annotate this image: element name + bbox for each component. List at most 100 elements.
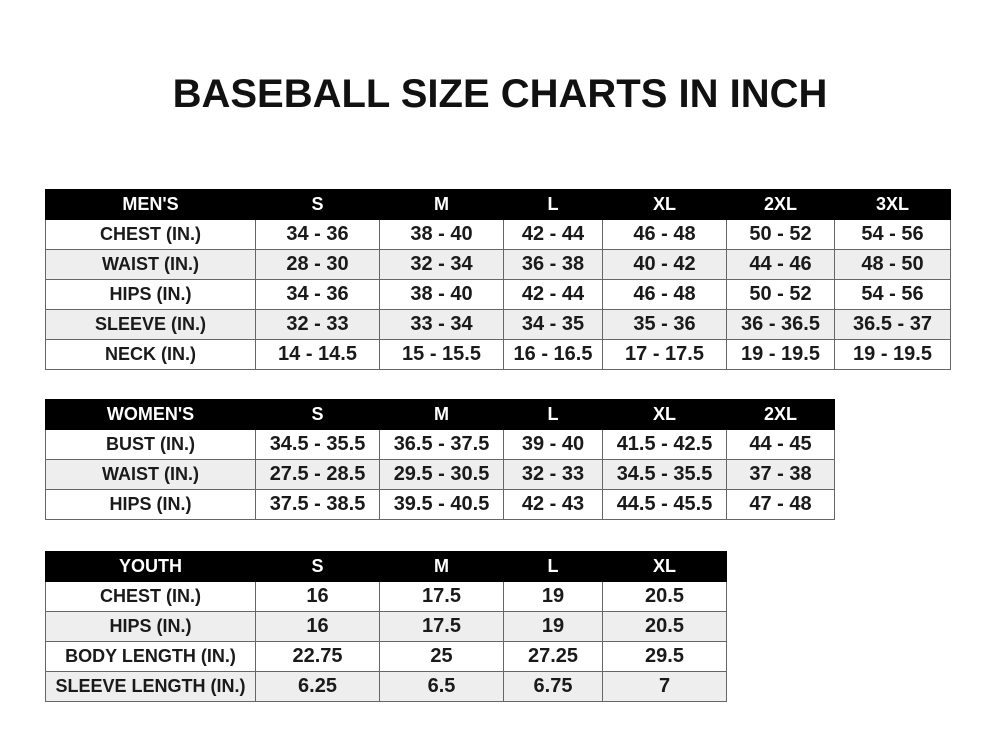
table-row: HIPS (IN.) 34 - 36 38 - 40 42 - 44 46 - 48 50… xyxy=(45,279,951,310)
size-value: 34 - 36 xyxy=(255,219,380,250)
size-value: 50 - 52 xyxy=(726,219,835,250)
size-value: 34.5 - 35.5 xyxy=(255,429,380,460)
size-value: 36.5 - 37.5 xyxy=(379,429,504,460)
size-value: 48 - 50 xyxy=(834,249,951,280)
youth-size-table: YOUTH S M L XL CHEST (IN.) 16 17.5 19 20.5 HIPS (I… xyxy=(45,551,727,702)
size-value: 20.5 xyxy=(602,581,727,612)
size-value: 35 - 36 xyxy=(602,309,727,340)
size-value: 22.75 xyxy=(255,641,380,672)
size-value: 36.5 - 37 xyxy=(834,309,951,340)
category-header: MEN'S xyxy=(45,189,256,220)
size-value: 46 - 48 xyxy=(602,219,727,250)
size-header: L xyxy=(503,551,603,582)
size-header: 3XL xyxy=(834,189,951,220)
size-value: 54 - 56 xyxy=(834,219,951,250)
size-value: 44 - 45 xyxy=(726,429,835,460)
size-header: S xyxy=(255,189,380,220)
size-value: 34.5 - 35.5 xyxy=(602,459,727,490)
table-row: HIPS (IN.) 16 17.5 19 20.5 xyxy=(45,611,727,642)
size-value: 19 - 19.5 xyxy=(834,339,951,370)
size-value: 44.5 - 45.5 xyxy=(602,489,727,520)
size-header: XL xyxy=(602,189,727,220)
measurement-label: HIPS (IN.) xyxy=(45,279,256,310)
mens-size-table: MEN'S S M L XL 2XL 3XL CHEST (IN.) 34 - 36 38 - 4… xyxy=(45,189,951,370)
size-value: 19 xyxy=(503,611,603,642)
table-row: SLEEVE (IN.) 32 - 33 33 - 34 34 - 35 35 - 36… xyxy=(45,309,951,340)
size-value: 37 - 38 xyxy=(726,459,835,490)
size-value: 38 - 40 xyxy=(379,219,504,250)
size-value: 6.25 xyxy=(255,671,380,702)
page-title: BASEBALL SIZE CHARTS IN INCH xyxy=(172,72,828,116)
size-value: 42 - 44 xyxy=(503,219,603,250)
table-row: CHEST (IN.) 16 17.5 19 20.5 xyxy=(45,581,727,612)
size-value: 17.5 xyxy=(379,611,504,642)
size-value: 42 - 44 xyxy=(503,279,603,310)
size-value: 16 xyxy=(255,611,380,642)
size-value: 15 - 15.5 xyxy=(379,339,504,370)
measurement-label: CHEST (IN.) xyxy=(45,219,256,250)
size-value: 39 - 40 xyxy=(503,429,603,460)
size-header: 2XL xyxy=(726,189,835,220)
size-value: 27.25 xyxy=(503,641,603,672)
header-row: YOUTH S M L XL xyxy=(45,551,727,582)
measurement-label: HIPS (IN.) xyxy=(45,489,256,520)
size-value: 6.75 xyxy=(503,671,603,702)
womens-size-table: WOMEN'S S M L XL 2XL BUST (IN.) 34.5 - 35.5 36.5… xyxy=(45,399,835,520)
size-value: 32 - 33 xyxy=(503,459,603,490)
measurement-label: WAIST (IN.) xyxy=(45,459,256,490)
size-value: 25 xyxy=(379,641,504,672)
category-header: WOMEN'S xyxy=(45,399,256,430)
table-row: SLEEVE LENGTH (IN.) 6.25 6.5 6.75 7 xyxy=(45,671,727,702)
size-value: 39.5 - 40.5 xyxy=(379,489,504,520)
size-value: 47 - 48 xyxy=(726,489,835,520)
table-row: WAIST (IN.) 27.5 - 28.5 29.5 - 30.5 32 - 33… xyxy=(45,459,835,490)
table-row: NECK (IN.) 14 - 14.5 15 - 15.5 16 - 16.5 17 … xyxy=(45,339,951,370)
size-value: 19 - 19.5 xyxy=(726,339,835,370)
measurement-label: NECK (IN.) xyxy=(45,339,256,370)
measurement-label: CHEST (IN.) xyxy=(45,581,256,612)
size-header: L xyxy=(503,399,603,430)
size-header: S xyxy=(255,551,380,582)
header-row: MEN'S S M L XL 2XL 3XL xyxy=(45,189,951,220)
size-value: 54 - 56 xyxy=(834,279,951,310)
size-value: 7 xyxy=(602,671,727,702)
size-value: 17 - 17.5 xyxy=(602,339,727,370)
size-value: 27.5 - 28.5 xyxy=(255,459,380,490)
size-value: 38 - 40 xyxy=(379,279,504,310)
size-value: 29.5 xyxy=(602,641,727,672)
measurement-label: HIPS (IN.) xyxy=(45,611,256,642)
measurement-label: WAIST (IN.) xyxy=(45,249,256,280)
size-value: 33 - 34 xyxy=(379,309,504,340)
table-row: HIPS (IN.) 37.5 - 38.5 39.5 - 40.5 42 - 43 4… xyxy=(45,489,835,520)
size-value: 16 xyxy=(255,581,380,612)
header-row: WOMEN'S S M L XL 2XL xyxy=(45,399,835,430)
size-header: M xyxy=(379,551,504,582)
size-value: 46 - 48 xyxy=(602,279,727,310)
measurement-label: SLEEVE (IN.) xyxy=(45,309,256,340)
size-value: 28 - 30 xyxy=(255,249,380,280)
size-header: M xyxy=(379,189,504,220)
size-value: 37.5 - 38.5 xyxy=(255,489,380,520)
size-value: 29.5 - 30.5 xyxy=(379,459,504,490)
measurement-label: SLEEVE LENGTH (IN.) xyxy=(45,671,256,702)
size-value: 40 - 42 xyxy=(602,249,727,280)
table-row: WAIST (IN.) 28 - 30 32 - 34 36 - 38 40 - 42 4… xyxy=(45,249,951,280)
size-value: 34 - 36 xyxy=(255,279,380,310)
category-header: YOUTH xyxy=(45,551,256,582)
size-value: 32 - 33 xyxy=(255,309,380,340)
size-value: 41.5 - 42.5 xyxy=(602,429,727,460)
size-value: 36 - 38 xyxy=(503,249,603,280)
size-value: 19 xyxy=(503,581,603,612)
size-value: 50 - 52 xyxy=(726,279,835,310)
size-value: 36 - 36.5 xyxy=(726,309,835,340)
size-value: 34 - 35 xyxy=(503,309,603,340)
size-value: 14 - 14.5 xyxy=(255,339,380,370)
table-row: BUST (IN.) 34.5 - 35.5 36.5 - 37.5 39 - 40 4… xyxy=(45,429,835,460)
size-header: XL xyxy=(602,399,727,430)
size-header: M xyxy=(379,399,504,430)
measurement-label: BODY LENGTH (IN.) xyxy=(45,641,256,672)
measurement-label: BUST (IN.) xyxy=(45,429,256,460)
size-header: S xyxy=(255,399,380,430)
size-value: 42 - 43 xyxy=(503,489,603,520)
size-header: 2XL xyxy=(726,399,835,430)
